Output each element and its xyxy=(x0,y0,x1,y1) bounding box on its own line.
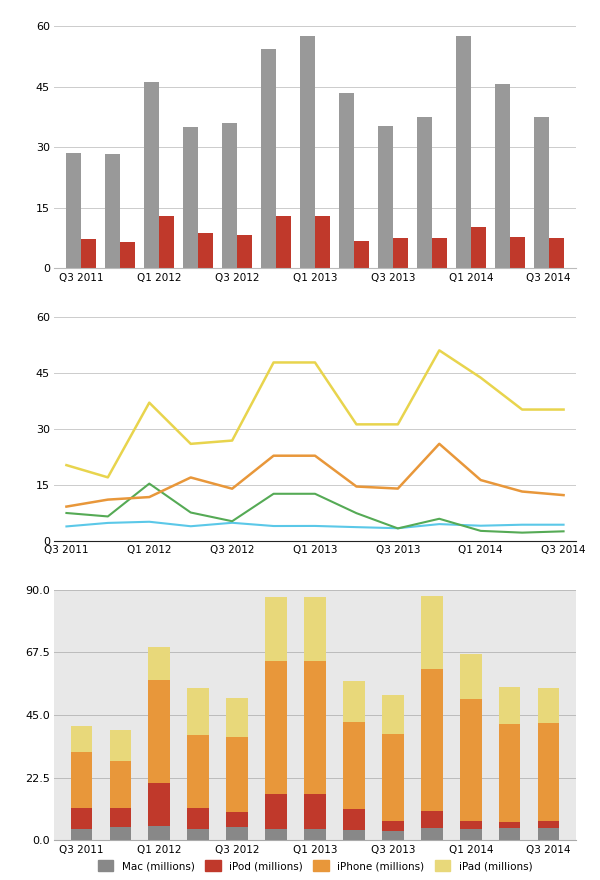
Bar xyxy=(417,117,432,268)
Bar xyxy=(456,36,471,268)
Bar xyxy=(421,596,443,669)
Bar xyxy=(471,227,485,268)
Bar xyxy=(265,794,287,829)
Bar xyxy=(382,831,404,840)
Bar xyxy=(226,737,248,812)
Legend: CA (milliards $), Bénéfices (milliards $): CA (milliards $), Bénéfices (milliards $… xyxy=(167,313,463,335)
Bar xyxy=(382,821,404,831)
Bar xyxy=(106,154,120,268)
Bar xyxy=(510,238,524,268)
Bar xyxy=(460,821,482,829)
Bar xyxy=(110,730,131,760)
Bar xyxy=(237,235,252,268)
Bar xyxy=(538,722,559,821)
Bar xyxy=(145,82,159,268)
Bar xyxy=(159,216,174,268)
Bar xyxy=(184,127,198,268)
Bar xyxy=(304,597,326,661)
Bar xyxy=(265,829,287,840)
Bar xyxy=(148,647,170,679)
Bar xyxy=(110,760,131,809)
Bar xyxy=(378,126,393,268)
Bar xyxy=(187,829,209,840)
Legend: Mac (millions), iPod (millions), iPhone (millions), iPad (millions): Mac (millions), iPod (millions), iPhone … xyxy=(94,585,536,604)
Bar xyxy=(421,669,443,811)
Bar xyxy=(265,597,287,661)
Bar xyxy=(67,153,81,268)
Bar xyxy=(226,826,248,840)
Bar xyxy=(499,723,520,822)
Bar xyxy=(300,36,315,268)
Bar xyxy=(187,736,209,808)
Bar xyxy=(120,242,135,268)
Bar xyxy=(276,216,291,268)
Bar xyxy=(315,216,330,268)
Bar xyxy=(198,233,213,268)
Legend: Mac (millions), iPod (millions), iPhone (millions), iPad (millions): Mac (millions), iPod (millions), iPhone … xyxy=(94,856,536,876)
Bar xyxy=(71,809,92,829)
Bar xyxy=(71,829,92,840)
Bar xyxy=(538,821,559,828)
Bar xyxy=(534,117,549,268)
Bar xyxy=(187,688,209,736)
Bar xyxy=(339,92,354,268)
Bar xyxy=(71,752,92,809)
Bar xyxy=(148,679,170,783)
Bar xyxy=(148,826,170,840)
Bar xyxy=(495,84,510,268)
Bar xyxy=(549,238,563,268)
Bar xyxy=(499,686,520,723)
Bar xyxy=(71,726,92,752)
Bar xyxy=(460,654,482,700)
Bar xyxy=(343,681,365,722)
Bar xyxy=(110,827,131,840)
Bar xyxy=(382,695,404,734)
Bar xyxy=(226,812,248,826)
Bar xyxy=(382,734,404,821)
Bar xyxy=(187,808,209,829)
Bar xyxy=(499,822,520,828)
Bar xyxy=(81,238,96,268)
Bar xyxy=(265,661,287,794)
Bar xyxy=(304,794,326,829)
Bar xyxy=(421,811,443,828)
Bar xyxy=(343,830,365,840)
Bar xyxy=(432,238,446,268)
Bar xyxy=(393,238,408,268)
Bar xyxy=(421,828,443,840)
Bar xyxy=(538,828,559,840)
Bar xyxy=(304,829,326,840)
Bar xyxy=(304,661,326,794)
Bar xyxy=(354,240,369,268)
Bar xyxy=(460,700,482,821)
Bar xyxy=(261,48,276,268)
Bar xyxy=(460,829,482,840)
Bar xyxy=(538,688,559,722)
Bar xyxy=(499,828,520,840)
Bar xyxy=(343,809,365,830)
Bar xyxy=(110,809,131,827)
Bar xyxy=(226,698,248,737)
Bar xyxy=(343,722,365,809)
Bar xyxy=(222,123,237,268)
Bar xyxy=(148,783,170,826)
